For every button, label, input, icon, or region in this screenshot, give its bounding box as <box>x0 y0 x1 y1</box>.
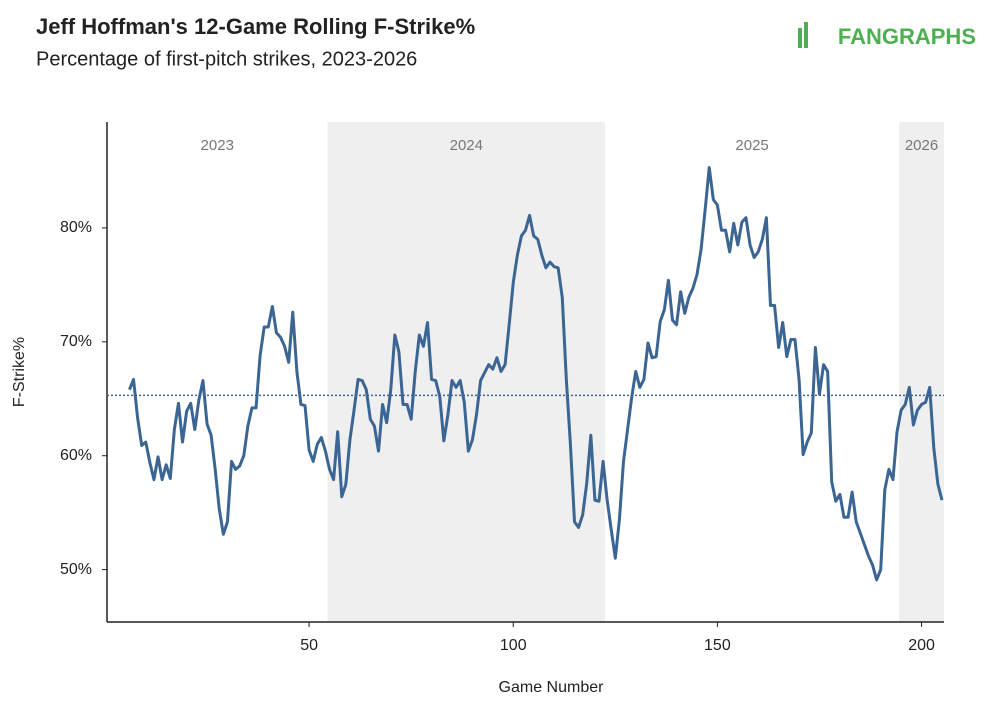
logo-bar <box>798 28 802 48</box>
x-tick-label: 150 <box>704 637 731 654</box>
season-label: 2026 <box>905 137 938 154</box>
season-label: 2024 <box>450 137 483 154</box>
x-tick-label: 50 <box>300 637 318 654</box>
chart-title: Jeff Hoffman's 12-Game Rolling F-Strike% <box>36 14 475 39</box>
chart-subtitle: Percentage of first-pitch strikes, 2023-… <box>36 48 417 70</box>
plot: 2023 2024 2025 2026 50% 60% 70% 80% 50 100 150 200 <box>60 122 944 654</box>
y-tick-label: 50% <box>60 561 92 578</box>
season-band <box>899 122 944 622</box>
season-label: 2023 <box>201 137 234 154</box>
x-tick-label: 200 <box>908 637 935 654</box>
logo-bar <box>804 22 808 48</box>
season-label: 2025 <box>735 137 768 154</box>
x-axis-title: Game Number <box>499 679 605 696</box>
y-tick-label: 70% <box>60 333 92 350</box>
logo-text: FANGRAPHS <box>838 24 976 49</box>
y-tick-label: 60% <box>60 447 92 464</box>
logo: FANGRAPHS <box>798 22 976 49</box>
x-tick-label: 100 <box>500 637 527 654</box>
y-tick-label: 80% <box>60 219 92 236</box>
y-axis-title: F-Strike% <box>11 337 28 407</box>
data-line <box>128 166 944 582</box>
season-band <box>327 122 606 622</box>
